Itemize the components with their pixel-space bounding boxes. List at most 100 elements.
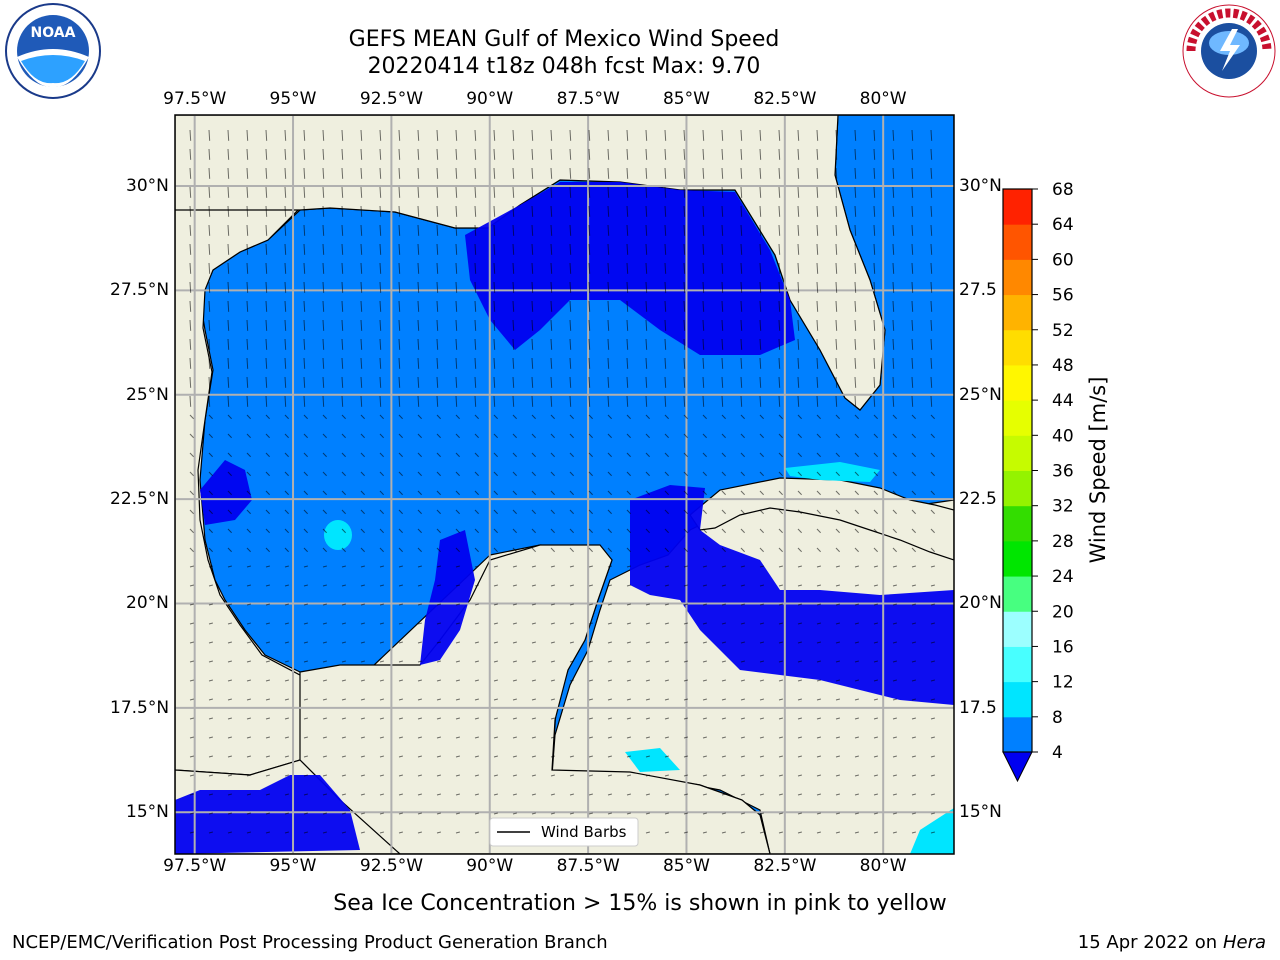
wind-barb (360, 793, 365, 796)
wind-barb (892, 603, 897, 606)
wind-barb (189, 433, 194, 439)
wind-barb (227, 755, 232, 758)
wind-barb (512, 774, 517, 777)
noaa-logo: NOAA (5, 3, 101, 99)
wind-barb (322, 167, 325, 179)
wind-barb (911, 565, 916, 568)
wind-barb (569, 129, 572, 141)
wind-barb (417, 395, 420, 407)
wind-barb (417, 186, 420, 198)
wind-barb (740, 224, 743, 236)
wind-barb (607, 584, 612, 587)
wind-barb (816, 584, 821, 587)
wind-barb (246, 243, 249, 255)
wind-barb (588, 433, 593, 439)
wind-barb (702, 433, 707, 439)
wind-barb (854, 452, 859, 458)
wind-barb (892, 357, 895, 369)
wind-barb (379, 528, 384, 534)
wind-barb (816, 660, 821, 663)
wind-barb (664, 224, 667, 236)
wind-barb (398, 584, 403, 587)
wind-barb (341, 433, 346, 439)
wind-barb (797, 357, 800, 369)
wind-barb (208, 755, 213, 758)
wind-barb (892, 224, 895, 236)
wind-barb (360, 167, 363, 179)
wind-barb (911, 357, 914, 369)
wind-barb (759, 262, 762, 274)
wind-barb (303, 736, 308, 739)
wind-barb (246, 793, 251, 796)
wind-barb (493, 167, 496, 179)
wind-barb (797, 262, 800, 274)
wind-barb (930, 129, 933, 141)
wind-barb (854, 793, 859, 796)
wind-barb (778, 793, 783, 796)
wind-barb (930, 736, 935, 739)
lon-label-top: 90°W (466, 89, 514, 109)
wind-barb (911, 831, 916, 834)
wind-barb (645, 452, 650, 458)
wind-barb (740, 584, 745, 587)
wind-barb (740, 167, 743, 179)
wind-barb (930, 490, 935, 496)
wind-barb (360, 376, 363, 388)
wind-barb (816, 698, 821, 701)
wind-barb (911, 319, 914, 331)
lon-label-top: 92.5°W (359, 89, 424, 109)
wind-barb (246, 357, 249, 369)
wind-barb (322, 679, 327, 682)
wind-barb (474, 660, 479, 663)
wind-barb (797, 584, 802, 587)
wind-barb (474, 243, 477, 255)
wind-barb (189, 679, 194, 682)
wind-barb (227, 812, 232, 815)
wind-barb (398, 603, 403, 606)
wind-barb (645, 357, 648, 369)
wind-barb (797, 243, 800, 255)
wind-barb (816, 490, 821, 496)
wind-barb (930, 660, 935, 663)
wind-barb (227, 736, 232, 739)
wind-barb (740, 471, 745, 477)
wind-barb (360, 319, 363, 331)
wind-barb (208, 736, 213, 739)
wind-barb (778, 736, 783, 739)
wind-barb (512, 717, 517, 720)
wind-barb (626, 319, 629, 331)
low-wind-area (200, 460, 252, 525)
wind-barb (512, 167, 515, 179)
wind-barb (664, 376, 667, 388)
wind-barb (911, 622, 916, 625)
wind-barb (645, 698, 650, 701)
wind-barb (854, 338, 857, 350)
wind-barb (816, 717, 821, 720)
wind-barb (683, 584, 688, 587)
wind-barb (759, 452, 764, 458)
wind-barb (740, 774, 745, 777)
wind-barb (341, 281, 344, 293)
wind-barb (436, 262, 439, 274)
wind-barb (702, 755, 707, 758)
wind-barb (246, 547, 251, 553)
wind-barb (189, 774, 194, 777)
wind-barb (360, 186, 363, 198)
wind-barb (436, 774, 441, 777)
wind-barb (455, 338, 458, 350)
wind-barb (550, 622, 555, 625)
wind-barb (550, 547, 555, 553)
wind-barb (588, 660, 593, 663)
wind-barb (626, 281, 629, 293)
wind-barb (930, 622, 935, 625)
wind-barb (797, 660, 802, 663)
wind-barb (721, 717, 726, 720)
wind-barb (911, 224, 914, 236)
wind-barb (873, 831, 878, 834)
wind-barb (493, 755, 498, 758)
colorbar-segment (1003, 400, 1032, 436)
wind-barb (474, 603, 479, 606)
wind-barb (835, 679, 840, 682)
wind-barb (322, 319, 325, 331)
wind-barb (664, 736, 669, 739)
